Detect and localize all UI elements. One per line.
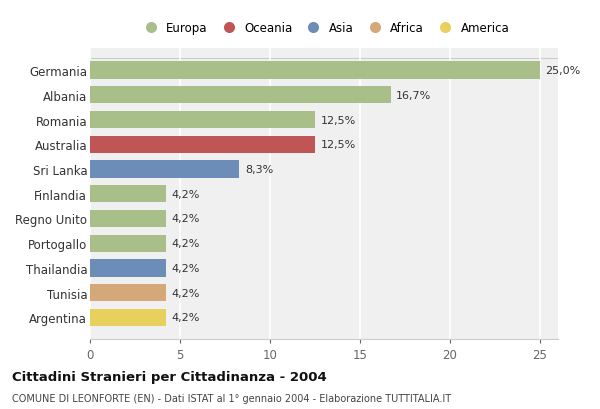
Legend: Europa, Oceania, Asia, Africa, America: Europa, Oceania, Asia, Africa, America <box>134 17 514 40</box>
Text: 12,5%: 12,5% <box>320 140 356 150</box>
Bar <box>90 87 391 104</box>
Text: 4,2%: 4,2% <box>171 288 199 298</box>
Text: 12,5%: 12,5% <box>320 115 356 125</box>
Text: 4,2%: 4,2% <box>171 312 199 323</box>
Text: 4,2%: 4,2% <box>171 189 199 199</box>
Bar <box>90 136 315 153</box>
Bar <box>90 309 166 326</box>
Bar <box>90 210 166 227</box>
Bar <box>90 62 540 79</box>
Text: 4,2%: 4,2% <box>171 214 199 224</box>
Bar <box>90 112 315 129</box>
Text: 25,0%: 25,0% <box>545 66 581 76</box>
Bar <box>90 235 166 252</box>
Text: 16,7%: 16,7% <box>396 91 431 101</box>
Text: 4,2%: 4,2% <box>171 238 199 249</box>
Text: 4,2%: 4,2% <box>171 263 199 273</box>
Bar <box>90 284 166 301</box>
Text: COMUNE DI LEONFORTE (EN) - Dati ISTAT al 1° gennaio 2004 - Elaborazione TUTTITAL: COMUNE DI LEONFORTE (EN) - Dati ISTAT al… <box>12 393 451 403</box>
Text: Cittadini Stranieri per Cittadinanza - 2004: Cittadini Stranieri per Cittadinanza - 2… <box>12 370 327 383</box>
Bar <box>90 260 166 277</box>
Bar <box>90 186 166 203</box>
Text: 8,3%: 8,3% <box>245 164 273 175</box>
Bar <box>90 161 239 178</box>
